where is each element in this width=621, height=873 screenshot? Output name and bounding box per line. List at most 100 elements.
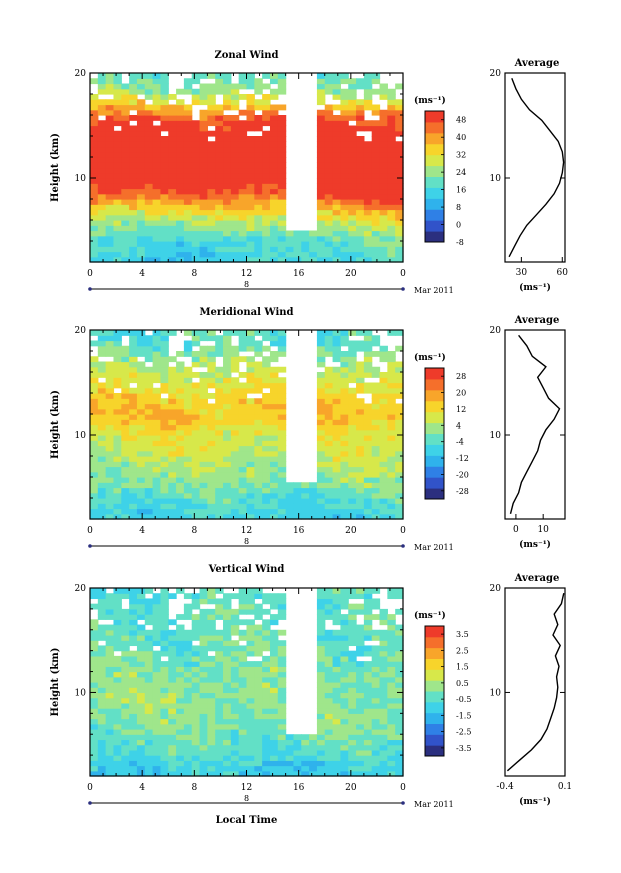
heatmap-cell [97,456,107,462]
heatmap-cell [160,708,169,714]
heatmap-cell [121,94,130,100]
heatmap-cell [223,487,232,494]
heatmap-cell [136,614,146,620]
heatmap-cell [121,482,130,489]
heatmap-cell [348,125,357,132]
y-tick-label: 20 [75,326,87,336]
heatmap-cell [121,372,130,378]
heatmap-cell [324,167,334,174]
heatmap-cell [356,230,365,237]
heatmap-cell [371,241,381,247]
heatmap-cell [348,666,357,673]
heatmap-cell [230,115,240,121]
heatmap-cell [176,635,185,641]
heatmap-cell [160,424,169,431]
heatmap-cell [191,99,201,106]
heatmap-cell [121,744,130,751]
heatmap-cell [129,487,138,494]
heatmap-cell [160,640,169,647]
heatmap-cell [113,440,122,447]
heatmap-cell [113,204,122,211]
heatmap-cell [324,487,334,494]
heatmap-cell [152,141,162,148]
heatmap-cell [371,141,381,148]
heatmap-cell [191,335,201,342]
heatmap-cell [168,188,177,195]
heatmap-cell [113,739,122,746]
heatmap-cell [332,498,342,504]
heatmap-cell [136,393,146,399]
heatmap-cell [97,718,107,725]
x-tick-label: 0 [87,526,93,536]
heatmap-cell [121,645,130,652]
heatmap-cell [183,188,193,195]
heatmap-cell [316,687,326,694]
heatmap-cell [340,508,349,515]
heatmap-cell [144,340,154,347]
heatmap-cell [238,220,248,226]
heatmap-cell [387,739,396,746]
heatmap-cell [363,702,373,709]
heatmap-cell [316,770,326,777]
heatmap-cell [215,387,224,394]
heatmap-cell [207,739,216,746]
heatmap-cell [90,671,99,678]
heatmap-cell [136,382,146,389]
heatmap-cell [152,661,162,667]
heatmap-cell [152,172,162,179]
heatmap-cell [348,682,357,688]
heatmap-cell [269,713,279,720]
heatmap-cell [371,477,381,483]
heatmap-cell [144,718,154,725]
heatmap-cell [246,183,255,190]
heatmap-cell [215,188,224,195]
heatmap-cell [262,492,271,499]
heatmap-cell [348,377,357,384]
heatmap-cell [371,445,381,452]
heatmap-cell [215,687,224,694]
heatmap-cell [387,241,396,247]
heatmap-cell [207,167,216,174]
heatmap-cell [183,629,193,636]
heatmap-cell [316,498,326,504]
heatmap-cell [215,513,224,520]
heatmap-cell [152,340,162,347]
heatmap-cell [191,734,201,741]
heatmap-cell [223,199,232,205]
heatmap-cell [176,640,185,647]
heatmap-cell [176,744,185,751]
heatmap-cell [176,414,185,420]
heatmap-cell [168,382,177,389]
heatmap-cell [207,393,216,399]
heatmap-cell [105,466,115,473]
heatmap-cell [215,340,224,347]
heatmap-cell [246,340,255,347]
heatmap-cell [113,445,122,452]
heatmap-cell [223,760,232,767]
heatmap-cell [379,755,388,761]
heatmap-cell [105,88,115,95]
heatmap-cell [105,235,115,242]
heatmap-cell [223,94,232,100]
heatmap-cell [230,361,240,368]
heatmap-cell [387,477,396,483]
heatmap-cell [160,435,169,441]
heatmap-cell [168,230,177,237]
heatmap-cell [332,650,342,657]
heatmap-cell [238,598,248,605]
heatmap-cell [277,188,287,195]
heatmap-cell [183,183,193,190]
heatmap-cell [113,608,122,615]
heatmap-cell [340,676,349,683]
heatmap-cell [277,88,287,95]
heatmap-cell [395,115,404,121]
heatmap-cell [136,251,146,258]
heatmap-cell [223,225,232,232]
heatmap-cell [285,482,295,489]
heatmap-cell [207,461,216,468]
heatmap-cell [387,456,396,462]
heatmap-cell [356,120,365,127]
heatmap-cell [348,109,357,116]
colorbar-segment [425,444,444,456]
colorbar-segment [425,411,444,424]
